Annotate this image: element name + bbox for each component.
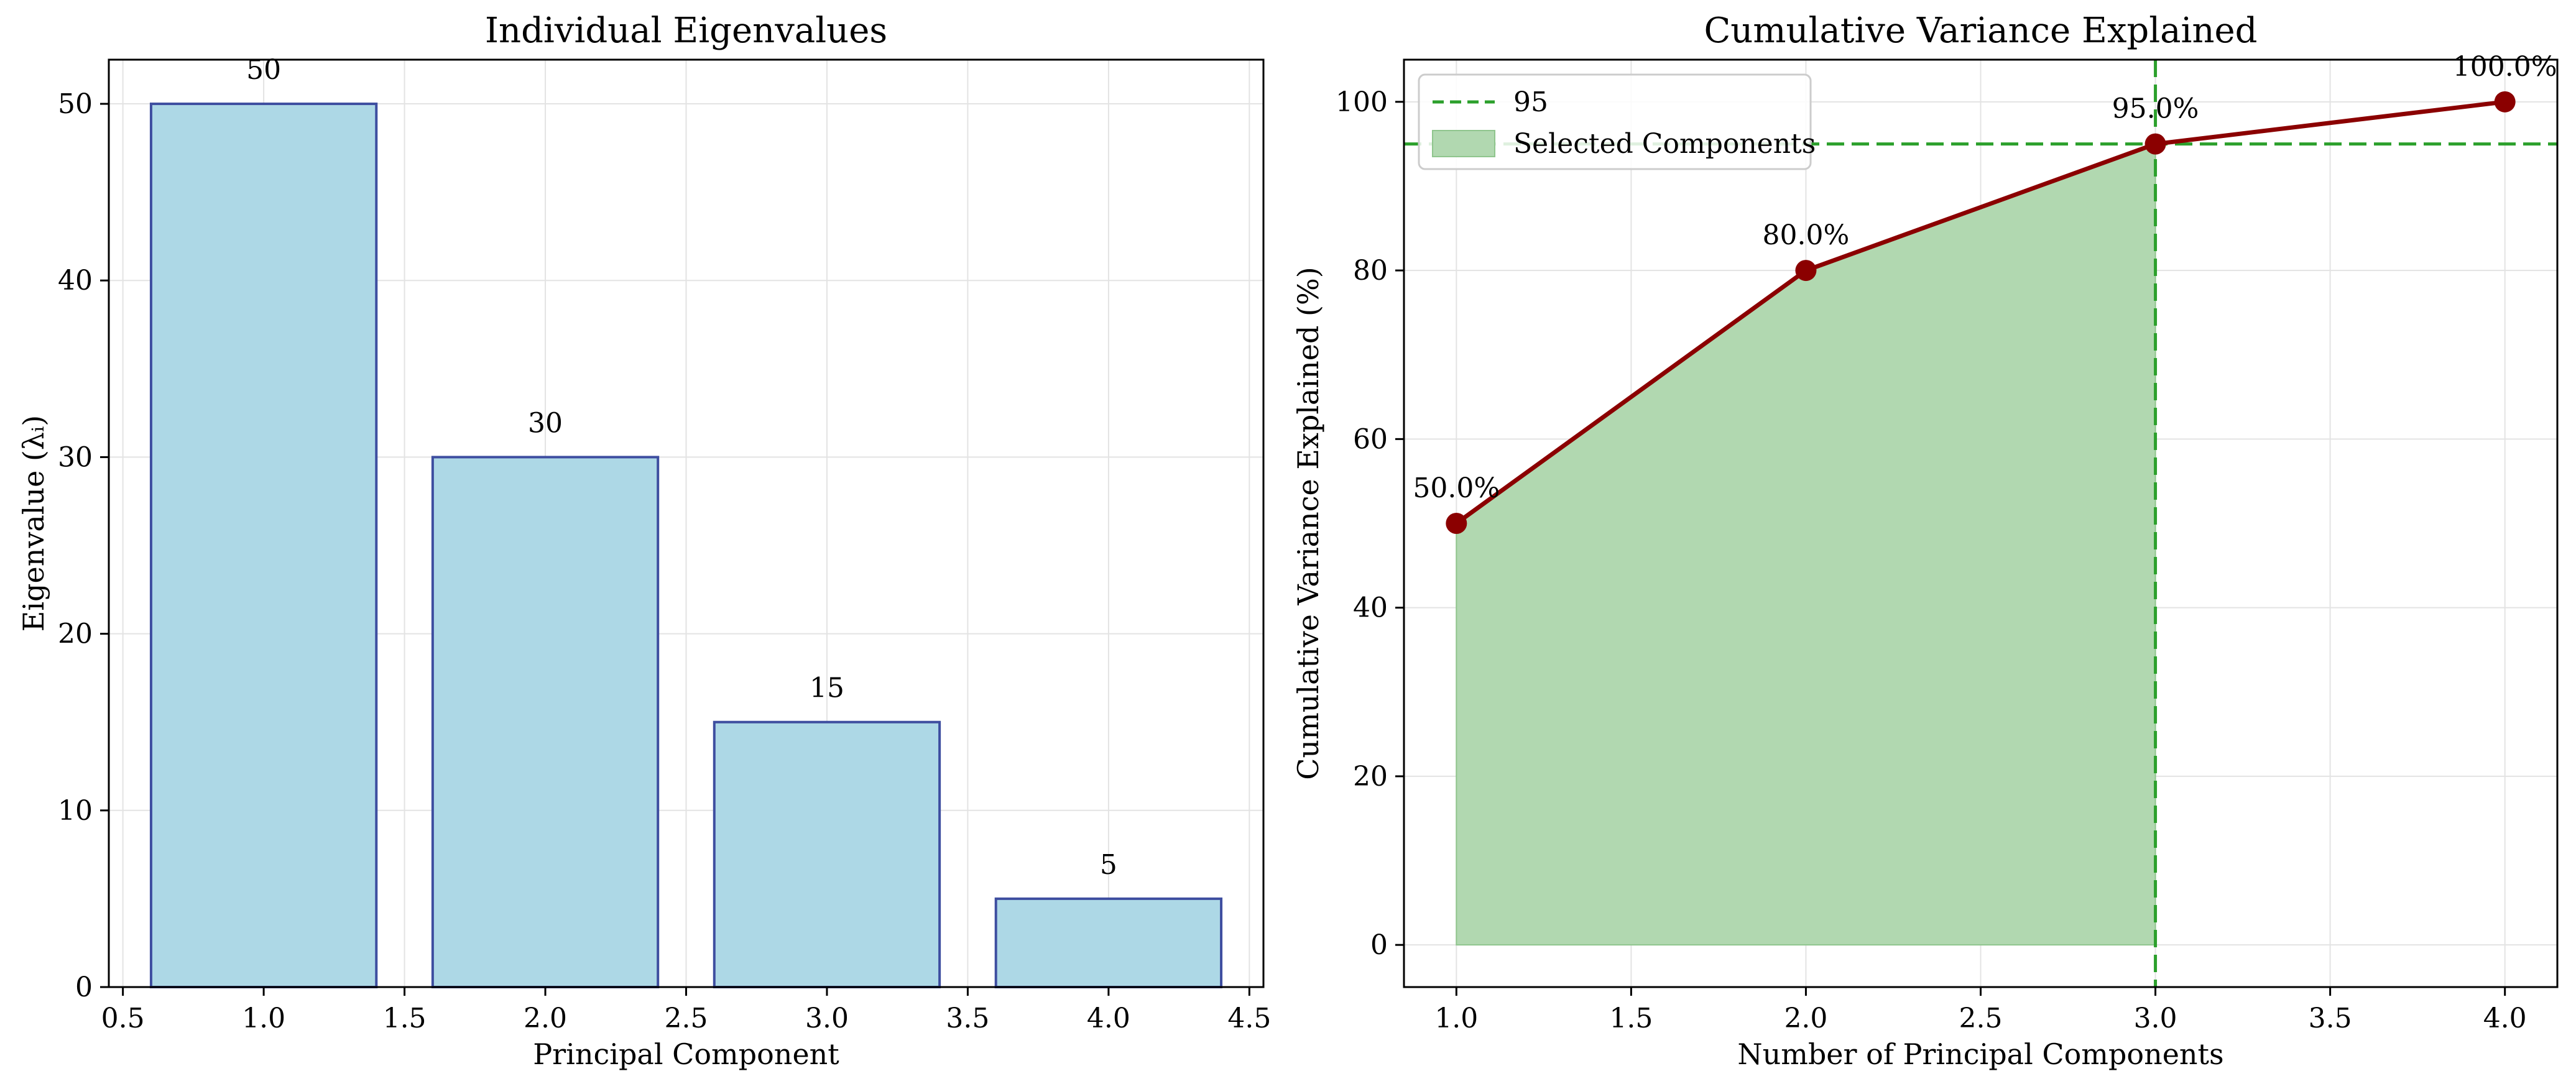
data-label: 5 [1100,849,1117,881]
y-tick-label: 50 [58,88,93,120]
data-point [2144,133,2166,155]
y-tick-label: 10 [58,795,93,827]
eigenvalue-bar-chart: Individual Eigenvalues 50 30 15 5 0.5 1.0 1.5… [17,11,1271,1071]
x-tick-label: 4.5 [1227,1003,1271,1034]
data-label: 95.0% [2112,93,2199,125]
y-tick-label: 0 [75,972,93,1003]
x-axis-ticks: 1.0 1.5 2.0 2.5 3.0 3.5 4.0 [1434,987,2527,1034]
cumulative-variance-line-chart: Cumulative Variance Explained 50.0% 80.0%… [1291,11,2559,1071]
data-point [1795,260,1817,282]
y-axis-label: Cumulative Variance Explained (%) [1291,267,1325,779]
legend-entry-threshold: 95 [1513,86,1548,118]
bar [149,103,378,989]
data-label: 30 [528,407,563,439]
y-axis-ticks: 0 20 40 60 80 100 [1336,86,1404,961]
bar [994,897,1223,989]
y-tick-label: 40 [58,265,93,296]
y-tick-label: 30 [58,441,93,473]
y-tick-label: 20 [1353,761,1388,793]
cumulative-variance-line [1455,99,2506,525]
y-axis-label: Eigenvalue (λᵢ) [17,415,50,632]
x-tick-label: 3.5 [946,1003,989,1034]
x-tick-label: 3.0 [2134,1003,2177,1034]
bar [431,456,660,988]
y-tick-label: 80 [1353,255,1388,287]
x-tick-label: 3.5 [2309,1003,2352,1034]
x-tick-label: 1.5 [1609,1003,1653,1034]
data-label: 50.0% [1413,472,1500,504]
legend-selected-swatch [1432,130,1495,157]
data-label: 100.0% [2453,51,2557,83]
y-tick-label: 40 [1353,592,1388,624]
legend-entry-selected: Selected Components [1513,128,1816,160]
x-tick-label: 2.0 [1784,1003,1827,1034]
x-tick-label: 4.0 [1087,1003,1130,1034]
x-axis-ticks: 0.5 1.0 1.5 2.0 2.5 3.0 3.5 4.0 4.5 [101,987,1271,1034]
data-points [1446,91,2516,534]
chart-title: Cumulative Variance Explained [1704,11,2257,51]
y-tick-label: 60 [1353,423,1388,455]
x-tick-label: 1.0 [242,1003,285,1034]
data-label: 80.0% [1763,219,1850,251]
y-tick-label: 0 [1370,929,1388,961]
data-point [2494,91,2516,113]
bar-series [149,103,1223,989]
y-axis-ticks: 0 10 20 30 40 50 [58,88,109,1003]
data-labels: 50.0% 80.0% 95.0% 100.0% [1413,51,2557,504]
x-axis-label: Number of Principal Components [1737,1037,2223,1071]
x-tick-label: 3.0 [805,1003,849,1034]
data-point [1446,513,1467,534]
x-tick-label: 0.5 [101,1003,145,1034]
data-label: 15 [810,673,844,704]
legend-box [1418,73,1812,170]
x-tick-label: 1.5 [383,1003,427,1034]
x-tick-label: 2.0 [524,1003,567,1034]
x-tick-label: 2.5 [665,1003,708,1034]
x-tick-label: 1.0 [1434,1003,1478,1034]
bar [713,720,941,988]
x-axis-label: Principal Component [533,1037,839,1071]
x-tick-label: 4.0 [2483,1003,2527,1034]
x-tick-label: 2.5 [1959,1003,2003,1034]
legend: 95 Selected Components [1418,73,1816,170]
chart-title: Individual Eigenvalues [485,11,887,51]
y-tick-label: 20 [58,618,93,650]
y-tick-label: 100 [1336,86,1388,118]
